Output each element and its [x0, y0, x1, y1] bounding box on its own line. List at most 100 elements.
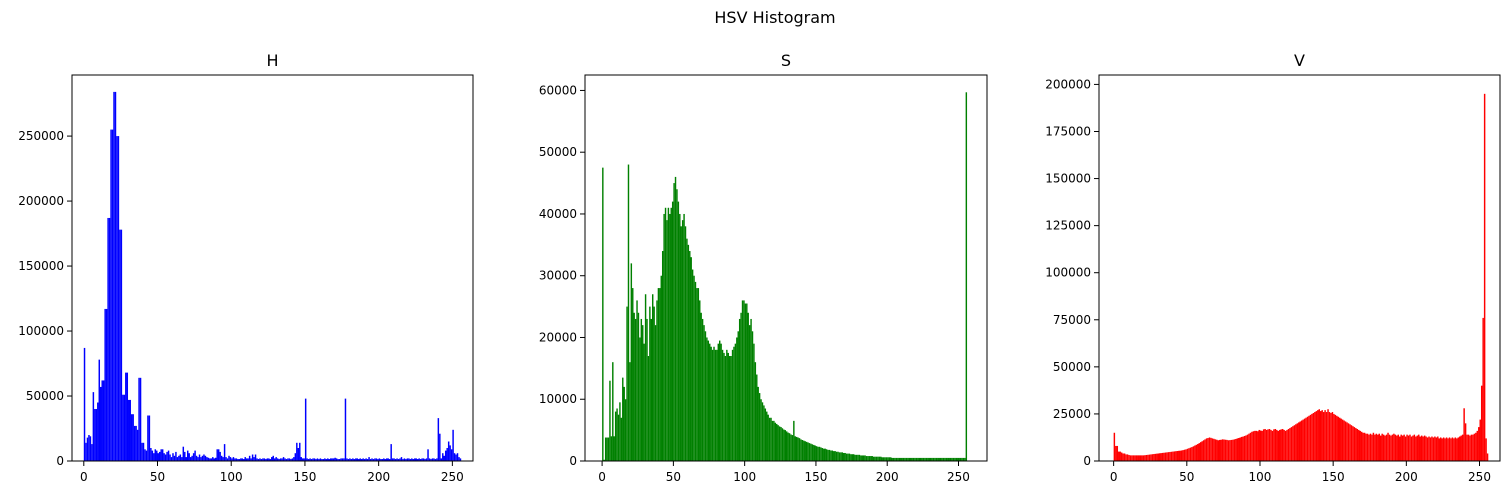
bar-s-174: [850, 454, 852, 461]
bar-h-175: [341, 458, 344, 461]
bar-s-136: [795, 436, 798, 461]
bar-v-192: [1394, 434, 1397, 461]
bar-s-4: [607, 437, 610, 461]
bar-s-9: [614, 411, 617, 461]
bar-s-245: [951, 457, 953, 461]
bar-h-67: [182, 446, 185, 461]
bar-s-43: [663, 213, 665, 461]
bar-h-151: [306, 458, 308, 461]
bar-v-229: [1448, 437, 1451, 461]
bar-h-238: [434, 459, 437, 461]
bar-h-17: [108, 217, 111, 461]
bar-v-9: [1126, 454, 1129, 461]
bar-v-37: [1167, 452, 1170, 461]
bar-v-30: [1157, 453, 1159, 461]
bar-v-59: [1199, 442, 1202, 461]
bar-h-82: [204, 455, 207, 461]
bar-v-179: [1375, 433, 1378, 461]
bar-s-5: [609, 380, 611, 461]
bar-h-141: [291, 458, 294, 461]
bar-s-15: [623, 386, 625, 461]
bars-v: [1113, 93, 1489, 461]
bar-s-200: [887, 457, 889, 461]
bar-s-0: [602, 167, 604, 461]
bar-h-12: [101, 380, 103, 461]
bar-v-232: [1453, 438, 1455, 461]
bar-h-70: [186, 450, 189, 461]
bar-s-240: [944, 457, 946, 461]
bar-h-74: [192, 453, 195, 461]
bar-s-155: [823, 448, 825, 461]
bar-h-209: [391, 458, 394, 461]
bar-s-95: [737, 331, 739, 461]
bar-v-181: [1378, 433, 1380, 461]
bar-h-250: [452, 429, 454, 461]
bar-v-159: [1346, 422, 1348, 461]
bar-v-80: [1230, 439, 1233, 461]
bar-v-157: [1343, 420, 1345, 461]
bar-v-8: [1125, 454, 1127, 461]
bar-s-64: [693, 275, 695, 461]
bar-v-208: [1418, 434, 1420, 461]
bar-s-140: [801, 440, 804, 461]
bar-v-178: [1374, 434, 1376, 461]
bar-h-40: [142, 442, 145, 461]
bar-v-165: [1355, 428, 1357, 461]
x-tick-label-s-0: 0: [598, 470, 606, 484]
bar-s-208: [898, 457, 901, 461]
bar-s-114: [764, 408, 767, 461]
bar-h-91: [217, 449, 220, 461]
y-tick-label-h-4: 200000: [18, 194, 64, 208]
bar-v-214: [1426, 437, 1429, 461]
bar-v-100: [1259, 430, 1262, 461]
bar-v-238: [1461, 434, 1464, 461]
bar-v-243: [1469, 435, 1471, 461]
bar-v-160: [1347, 423, 1350, 461]
bar-h-205: [386, 458, 388, 461]
bar-h-149: [303, 458, 305, 461]
y-tick-label-h-0: 0: [56, 454, 64, 468]
x-tick-label-s-4: 200: [876, 470, 899, 484]
bar-s-34: [650, 318, 652, 461]
bar-s-80: [716, 349, 718, 461]
bar-v-180: [1377, 434, 1379, 461]
bar-v-124: [1295, 424, 1297, 461]
bar-h-245: [444, 450, 447, 461]
bar-h-236: [431, 458, 434, 461]
bar-h-116: [254, 454, 257, 461]
x-tick-label-h-2: 100: [220, 470, 243, 484]
bar-s-41: [660, 275, 662, 461]
x-tick-h-3: 150: [293, 461, 316, 484]
bar-v-20: [1142, 455, 1145, 461]
x-tick-s-3: 150: [804, 461, 827, 484]
bar-v-77: [1226, 439, 1228, 461]
bar-s-199: [885, 457, 888, 461]
bar-s-125: [780, 427, 782, 461]
bar-s-217: [911, 457, 913, 461]
bar-h-120: [260, 459, 263, 461]
bar-h-88: [213, 458, 215, 461]
bar-s-96: [738, 318, 741, 461]
y-tick-label-v-3: 75000: [1053, 313, 1091, 327]
bar-h-93: [220, 455, 223, 461]
x-tick-label-h-5: 250: [441, 470, 464, 484]
bar-h-226: [416, 459, 419, 461]
bar-h-146: [299, 442, 301, 461]
bar-h-200: [378, 458, 381, 461]
bar-v-34: [1163, 452, 1165, 461]
bar-h-16: [107, 217, 109, 461]
bar-v-252: [1482, 317, 1484, 461]
bar-s-242: [947, 457, 949, 461]
bar-v-253: [1483, 93, 1486, 461]
bar-h-81: [203, 454, 205, 461]
bar-s-216: [910, 457, 912, 461]
bar-h-18: [110, 129, 112, 461]
panel-title-s: S: [781, 51, 791, 70]
bar-s-157: [825, 449, 828, 461]
bar-v-249: [1478, 427, 1480, 461]
bar-s-248: [955, 457, 958, 461]
bar-v-113: [1279, 429, 1281, 461]
bar-v-224: [1441, 438, 1443, 461]
bar-v-145: [1325, 412, 1328, 461]
bar-s-90: [730, 356, 732, 461]
